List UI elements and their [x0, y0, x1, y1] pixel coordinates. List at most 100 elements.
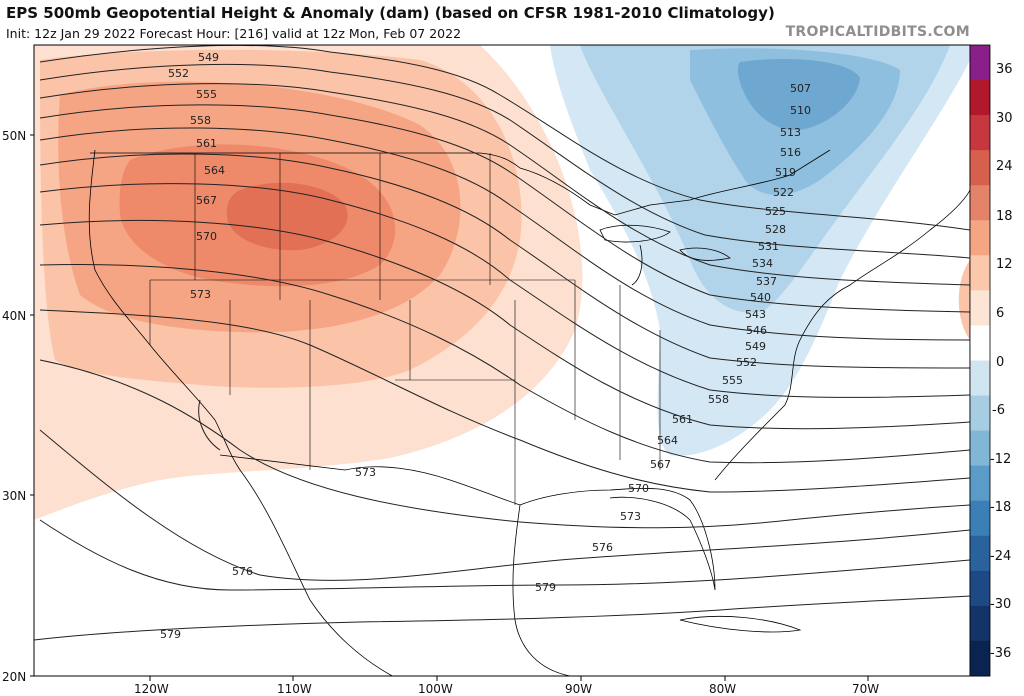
colorbar-label: 36: [996, 62, 1013, 77]
contour-label: 540: [750, 291, 771, 304]
lon-axis: 120W 110W 100W 90W 80W 70W: [134, 676, 879, 696]
colorbar-swatch: [970, 535, 990, 572]
cuba: [679, 615, 802, 633]
contour-label: 528: [765, 223, 786, 236]
colorbar-label: 30: [996, 111, 1013, 126]
state-lines: [149, 153, 661, 505]
colorbar-label: -12: [990, 452, 1011, 467]
contour-label: 555: [196, 88, 217, 101]
brand-watermark: TROPICALTIDBITS.COM: [785, 24, 970, 40]
anomaly-fill: [34, 45, 970, 520]
contour-label: 561: [196, 137, 217, 150]
colorbar: [969, 44, 991, 677]
height-contours: [34, 45, 970, 641]
contour-label: 525: [765, 205, 786, 218]
contour-label: 519: [775, 166, 796, 179]
colorbar-label: 18: [996, 209, 1013, 224]
init-info: Init: 12z Jan 29 2022 Forecast Hour: [21…: [6, 26, 462, 41]
contour-label: 576: [592, 541, 613, 554]
colorbar-swatch: [970, 395, 990, 432]
contour-label: 543: [745, 308, 766, 321]
contour-label: 522: [773, 186, 794, 199]
contour-label: 573: [190, 288, 211, 301]
colorbar-swatch: [970, 150, 990, 186]
contour-label: 576: [232, 565, 253, 578]
mexico-west-coast: [239, 469, 394, 676]
colorbar-swatch: [970, 255, 990, 291]
colorbar-swatch: [970, 45, 990, 81]
lon-label: 90W: [565, 682, 592, 696]
colorbar-swatch: [970, 220, 990, 256]
anomaly-pos-30: [226, 182, 348, 251]
lat-label: 50N: [2, 129, 26, 143]
colorbar-swatch: [970, 80, 990, 116]
contour-label: 552: [736, 356, 757, 369]
colorbar-label: 0: [996, 355, 1004, 370]
contour-label: 549: [198, 51, 219, 64]
colorbar-label: -6: [992, 403, 1005, 418]
lon-label: 120W: [134, 682, 169, 696]
lat-label: 30N: [2, 489, 26, 503]
colorbar-label: 12: [996, 257, 1013, 272]
contour-label: 564: [204, 164, 225, 177]
contour-label: 549: [745, 340, 766, 353]
lon-label: 70W: [852, 682, 879, 696]
colorbar-swatch: [970, 325, 990, 361]
contour-label: 579: [160, 628, 181, 641]
contour-label: 567: [650, 458, 671, 471]
colorbar-label: -18: [990, 500, 1011, 515]
colorbar-label: -36: [990, 646, 1011, 661]
lat-label: 20N: [2, 670, 26, 684]
colorbar-label: 24: [996, 159, 1013, 174]
contour-label: 567: [196, 194, 217, 207]
contour-label: 564: [657, 434, 678, 447]
contour-label: 570: [628, 482, 649, 495]
contour-label: 555: [722, 374, 743, 387]
contour-label: 516: [780, 146, 801, 159]
contour-label: 534: [752, 257, 773, 270]
colorbar-swatch: [970, 570, 990, 607]
colorbar-swatch: [970, 500, 990, 537]
colorbar-label: -24: [990, 549, 1011, 564]
contour-label: 558: [708, 393, 729, 406]
chart-title: EPS 500mb Geopotential Height & Anomaly …: [6, 4, 775, 22]
contour-label: 531: [758, 240, 779, 253]
colorbar-swatch: [970, 115, 990, 151]
lon-label: 80W: [709, 682, 736, 696]
east-coastline: [714, 189, 970, 481]
colorbar-label: 6: [996, 306, 1004, 321]
contour-label: 579: [535, 581, 556, 594]
contour-label: 513: [780, 126, 801, 139]
colorbar-swatch: [970, 640, 990, 677]
colorbar-swatch: [970, 465, 990, 502]
contour-label: 561: [672, 413, 693, 426]
us-mexico-border: [219, 454, 521, 506]
colorbar-swatch: [970, 185, 990, 221]
contour-label: 552: [168, 67, 189, 80]
colorbar-frame: [969, 44, 991, 677]
lon-label: 100W: [418, 682, 453, 696]
anomaly-pos-east: [958, 260, 970, 340]
west-coastline: [88, 149, 241, 471]
colorbar-swatch: [970, 605, 990, 642]
contour-labels: 549 552 555 558 561 564 567 570 573 507 …: [160, 51, 811, 641]
geography: [88, 149, 970, 676]
contour-label: 570: [196, 230, 217, 243]
lat-axis: 50N 40N 30N 20N: [2, 129, 34, 684]
contour-label: 573: [355, 466, 376, 479]
contour-label: 537: [756, 275, 777, 288]
colorbar-swatch: [970, 360, 990, 397]
gulf-coastline: [519, 487, 716, 591]
lat-label: 40N: [2, 309, 26, 323]
colorbar-swatch: [970, 290, 990, 326]
contour-label: 558: [190, 114, 211, 127]
lon-label: 110W: [277, 682, 312, 696]
us-canada-border: [90, 149, 831, 216]
colorbar-swatch: [970, 430, 990, 467]
contour-label: 510: [790, 104, 811, 117]
contour-label: 546: [746, 324, 767, 337]
colorbar-labels: 36 30 24 18 12 6 0 -6 -12 -18 -24 -30 -3…: [990, 62, 1013, 661]
anomaly-neg-24: [737, 58, 860, 131]
contour-label: 573: [620, 510, 641, 523]
